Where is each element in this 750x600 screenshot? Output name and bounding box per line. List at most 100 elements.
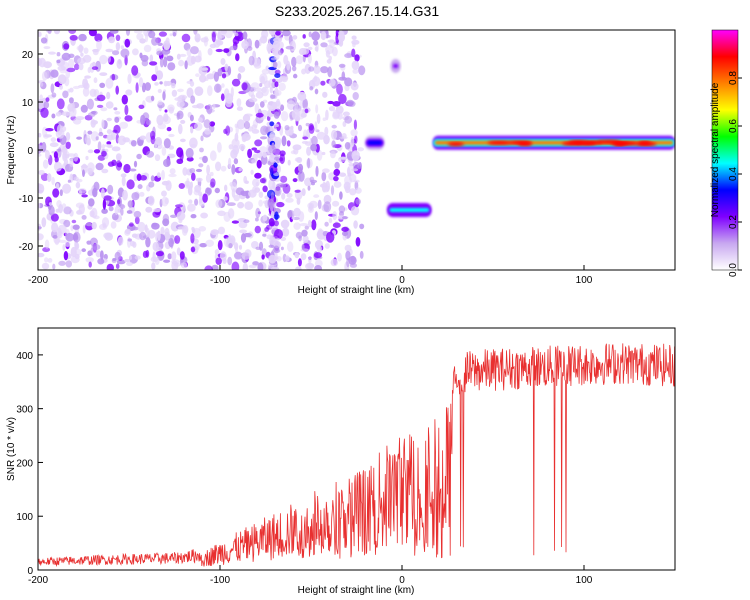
heatmap-cell: [165, 180, 172, 192]
heatmap-cell: [149, 54, 154, 63]
heatmap-cell: [109, 30, 119, 34]
heatmap-cell: [307, 157, 311, 169]
heatmap-cell: [164, 227, 170, 238]
heatmap-cell: [345, 250, 351, 261]
heatmap-cell: [142, 250, 148, 258]
heatmap-cell: [329, 39, 335, 49]
heatmap-cell: [131, 233, 138, 238]
heatmap-cell: [251, 82, 260, 89]
heatmap-cell: [41, 141, 47, 152]
heatmap-cell: [103, 195, 112, 201]
heatmap-cell: [338, 63, 346, 68]
heatmap-cell: [81, 194, 88, 198]
heatmap-cell: [101, 208, 108, 214]
heatmap-cell: [57, 147, 62, 158]
heatmap-cell: [230, 182, 238, 192]
heatmap-cell: [295, 266, 302, 270]
heatmap-cell: [138, 77, 144, 88]
heatmap-cell: [39, 94, 43, 101]
heatmap-cell: [130, 140, 137, 147]
heatmap-cell: [269, 167, 274, 177]
snr-xtick-label: 100: [576, 575, 593, 586]
heatmap-cell: [262, 214, 268, 222]
heatmap-cell: [84, 75, 91, 79]
heatmap-cell: [325, 50, 330, 58]
heatmap-cell: [254, 149, 261, 154]
heatmap-cell: [114, 206, 119, 216]
heatmap-cell: [332, 222, 341, 228]
heatmap-cell: [151, 262, 156, 270]
heatmap-cell: [50, 213, 59, 222]
heatmap-cell: [227, 66, 232, 76]
heatmap-cell: [313, 40, 319, 46]
heatmap-cell: [105, 48, 114, 53]
heatmap-cell: [233, 242, 239, 250]
heatmap-cell: [191, 172, 196, 181]
heatmap-cell: [106, 141, 112, 145]
heatmap-cell: [324, 243, 330, 249]
heatmap-cell: [333, 176, 339, 182]
heatmap-cell: [234, 132, 239, 142]
heatmap-cell: [185, 147, 194, 159]
heatmap-cell: [168, 237, 175, 248]
heatmap-cell: [157, 100, 163, 106]
heatmap-cell: [131, 192, 140, 201]
heatmap-cell: [59, 189, 63, 197]
heatmap-cell: [78, 63, 84, 71]
heatmap-cell: [262, 185, 268, 193]
heatmap-cell: [241, 135, 247, 143]
heatmap-cell: [215, 199, 223, 208]
heatmap-cell: [56, 148, 61, 152]
heatmap-cell: [313, 252, 323, 259]
heatmap-ylabel: Frequency (Hz): [6, 116, 17, 185]
heatmap-band-core: [389, 208, 430, 212]
heatmap-cell: [290, 125, 294, 130]
heatmap-cell: [178, 218, 183, 224]
heatmap-cell: [250, 94, 256, 99]
heatmap-cell: [281, 135, 287, 147]
heatmap-cell: [346, 257, 350, 268]
heatmap-cell: [267, 101, 277, 112]
heatmap-cell: [241, 82, 248, 91]
heatmap-cell: [305, 122, 310, 127]
heatmap-cell: [339, 136, 348, 140]
heatmap-cell: [350, 255, 356, 263]
heatmap-cell: [292, 65, 297, 72]
heatmap-cell: [320, 66, 329, 74]
heatmap-cell: [190, 233, 195, 244]
heatmap-cell: [133, 173, 138, 182]
heatmap-cell: [334, 161, 340, 169]
heatmap-cell: [89, 88, 97, 97]
heatmap-cell: [72, 224, 80, 230]
colorbar-tick-label: 0.6: [728, 119, 739, 133]
heatmap-cell: [192, 104, 200, 109]
heatmap-cell: [242, 114, 251, 123]
heatmap-cell: [349, 263, 357, 268]
heatmap-cell: [203, 119, 211, 129]
heatmap-cell: [299, 223, 309, 227]
heatmap-cell: [286, 60, 291, 71]
heatmap-cell: [339, 156, 348, 160]
colorbar-tick-label: 0.4: [728, 167, 739, 181]
heatmap-cell: [108, 206, 114, 212]
heatmap-cell: [194, 198, 199, 206]
heatmap-cell: [148, 181, 155, 188]
heatmap-cell: [353, 220, 358, 229]
heatmap-cell: [179, 251, 185, 260]
heatmap-cell: [82, 224, 86, 234]
heatmap-cell: [262, 151, 267, 158]
heatmap-cell: [161, 190, 167, 197]
heatmap-cell: [207, 85, 213, 97]
heatmap-cell: [351, 168, 359, 172]
heatmap-cell: [38, 252, 45, 258]
heatmap-cell: [198, 226, 207, 232]
heatmap-cell: [114, 116, 120, 123]
heatmap-cell: [231, 78, 241, 87]
heatmap-cell: [258, 199, 263, 207]
heatmap-cell: [287, 159, 291, 166]
heatmap-cell: [301, 229, 308, 237]
heatmap-cell: [307, 53, 312, 64]
heatmap-cell: [70, 246, 77, 258]
heatmap-cell: [304, 63, 311, 74]
heatmap-cell: [313, 194, 320, 198]
